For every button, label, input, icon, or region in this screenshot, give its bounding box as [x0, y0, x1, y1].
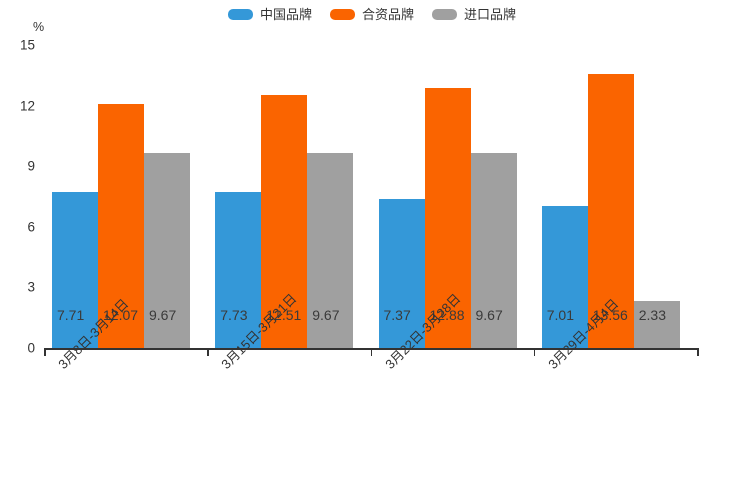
legend-swatch-icon — [329, 9, 355, 20]
legend-item-label: 中国品牌 — [259, 7, 312, 22]
bar-group: 7.71 12.07 9.67 — [52, 45, 190, 348]
bar[interactable]: 7.71 — [52, 192, 98, 348]
bar-value-label: 7.37 — [383, 307, 411, 323]
bar-group: 7.37 12.88 9.67 — [378, 45, 517, 348]
y-axis-tick-label: 0 — [27, 340, 35, 356]
x-axis-tick — [697, 348, 699, 356]
chart-legend: 中国品牌 合资品牌 进口品牌 — [0, 8, 744, 21]
bar[interactable]: 12.51 — [261, 95, 308, 348]
bar-value-label: 7.01 — [546, 307, 574, 323]
bar-value-label: 12.88 — [429, 307, 465, 323]
bar[interactable]: 9.67 — [470, 152, 517, 348]
plot-area: 15 12 9 6 3 0 7.71 12.07 9.67 7.73 12.51 9.67 7.37 12… — [20, 38, 697, 356]
legend-item[interactable]: 中国品牌 — [227, 7, 312, 22]
x-axis-tick — [533, 348, 536, 356]
bar[interactable]: 9.67 — [307, 152, 354, 348]
bar-value-label: 9.67 — [475, 307, 503, 323]
bar[interactable]: 12.88 — [424, 87, 471, 348]
bar[interactable]: 12.07 — [98, 104, 144, 348]
y-axis-tick-label: 15 — [19, 37, 35, 53]
bar-group: 7.73 12.51 9.67 — [215, 45, 354, 348]
legend-item-label: 合资品牌 — [361, 7, 414, 22]
y-axis-tick-label: 6 — [27, 219, 35, 235]
y-axis-tick-label: 12 — [19, 98, 35, 114]
y-axis-tick-label: 3 — [27, 279, 35, 295]
bar[interactable]: 9.67 — [144, 152, 190, 348]
y-axis-tick-label: 9 — [27, 158, 35, 174]
legend-item[interactable]: 合资品牌 — [329, 7, 414, 22]
bar-value-label: 13.56 — [592, 307, 628, 323]
x-axis-tick — [207, 348, 209, 356]
bar-value-label: 12.51 — [266, 307, 302, 323]
legend-swatch-icon — [432, 9, 457, 20]
bar[interactable]: 2.33 — [633, 300, 680, 348]
bar-value-label: 7.73 — [220, 307, 248, 323]
bar[interactable]: 13.56 — [587, 74, 634, 348]
bar-value-label: 9.67 — [312, 307, 340, 323]
legend-item-label: 进口品牌 — [464, 7, 517, 22]
bar[interactable]: 7.37 — [378, 199, 425, 348]
bar-value-label: 12.07 — [103, 307, 139, 323]
x-axis-tick — [370, 348, 372, 356]
bar[interactable]: 7.01 — [541, 206, 588, 348]
bar-group: 7.01 13.56 2.33 — [541, 45, 680, 348]
bar[interactable]: 7.73 — [215, 191, 262, 348]
x-axis-tick — [44, 348, 46, 356]
bar-value-label: 9.67 — [149, 307, 177, 323]
bar-value-label: 7.71 — [57, 307, 85, 323]
bar-value-label: 2.33 — [638, 307, 666, 323]
y-axis-unit-label: % — [33, 20, 45, 34]
legend-item[interactable]: 进口品牌 — [432, 8, 516, 21]
legend-swatch-icon — [227, 9, 253, 20]
